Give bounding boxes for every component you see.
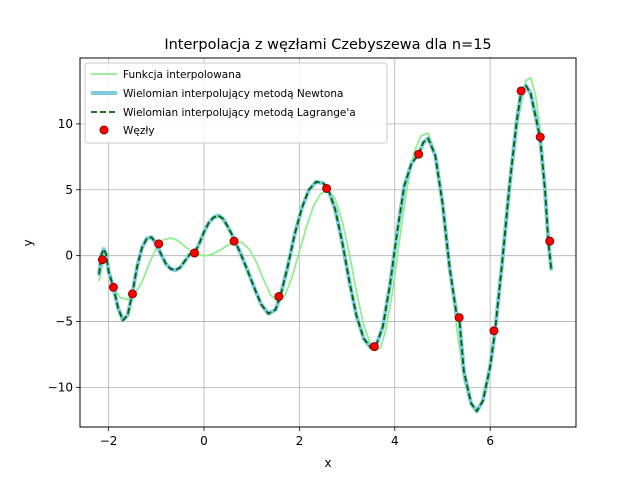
legend-swatch-nodes (99, 125, 109, 135)
y-tick-label: 10 (58, 117, 73, 131)
x-tick-label: −2 (100, 434, 118, 448)
node-point (154, 239, 164, 249)
y-tick-label: −10 (48, 380, 73, 394)
x-axis-label: x (324, 456, 331, 470)
y-tick-label: −5 (55, 315, 73, 329)
node-point (108, 282, 118, 292)
y-axis-label: y (21, 239, 35, 246)
node-point (489, 326, 499, 336)
node-point (322, 183, 332, 193)
legend-label-function: Funkcja interpolowana (123, 69, 241, 81)
node-point (97, 255, 107, 265)
x-tick-label: 4 (391, 434, 399, 448)
node-point (274, 292, 284, 302)
node-point (535, 132, 545, 142)
x-tick-label: 6 (486, 434, 494, 448)
node-point (545, 236, 555, 246)
plot-frame (79, 57, 577, 428)
node-point (229, 236, 239, 246)
node-point (189, 248, 199, 258)
node-point (454, 313, 464, 323)
legend-box (84, 62, 388, 144)
node-point (369, 342, 379, 352)
node-point (127, 289, 137, 299)
lagrange-line (98, 84, 553, 413)
y-tick-label: 0 (65, 249, 73, 263)
nodes (97, 86, 555, 352)
x-tick-label: 0 (200, 434, 208, 448)
ticks: −2 0 2 4 6 −10 −5 0 5 10 (48, 117, 494, 448)
node-point (516, 86, 526, 96)
legend-label-newton: Wielomian interpolujący metodą Newtona (123, 88, 343, 100)
legend: Funkcja interpolowana Wielomian interpol… (84, 62, 388, 144)
legend-label-lagrange: Wielomian interpolujący metodą Lagrange'… (123, 107, 356, 119)
chart-title: Interpolacja z węzłami Czebyszewa dla n=… (164, 37, 491, 53)
y-tick-label: 5 (65, 183, 73, 197)
legend-label-nodes: Węzły (123, 125, 155, 137)
plot-lines (97, 76, 554, 414)
node-point (414, 149, 424, 159)
x-tick-label: 2 (296, 434, 304, 448)
